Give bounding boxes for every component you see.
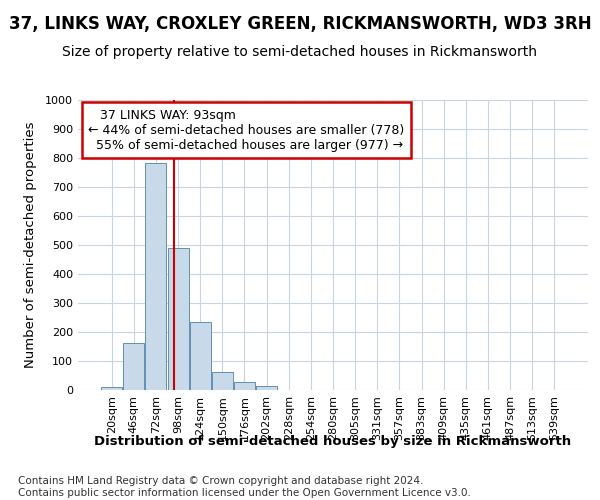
Y-axis label: Number of semi-detached properties: Number of semi-detached properties: [24, 122, 37, 368]
Bar: [101, 387, 122, 390]
Bar: [190, 322, 211, 390]
Text: Size of property relative to semi-detached houses in Rickmansworth: Size of property relative to semi-detach…: [62, 45, 538, 59]
Bar: [234, 382, 255, 390]
Bar: [256, 386, 277, 390]
Bar: [212, 372, 233, 390]
Bar: [167, 248, 188, 390]
Bar: [145, 163, 166, 390]
Text: 37 LINKS WAY: 93sqm
← 44% of semi-detached houses are smaller (778)
  55% of sem: 37 LINKS WAY: 93sqm ← 44% of semi-detach…: [88, 108, 404, 152]
Text: Distribution of semi-detached houses by size in Rickmansworth: Distribution of semi-detached houses by …: [94, 435, 572, 448]
Bar: [124, 342, 145, 390]
Text: 37, LINKS WAY, CROXLEY GREEN, RICKMANSWORTH, WD3 3RH: 37, LINKS WAY, CROXLEY GREEN, RICKMANSWO…: [8, 15, 592, 33]
Text: Contains HM Land Registry data © Crown copyright and database right 2024.
Contai: Contains HM Land Registry data © Crown c…: [18, 476, 471, 498]
